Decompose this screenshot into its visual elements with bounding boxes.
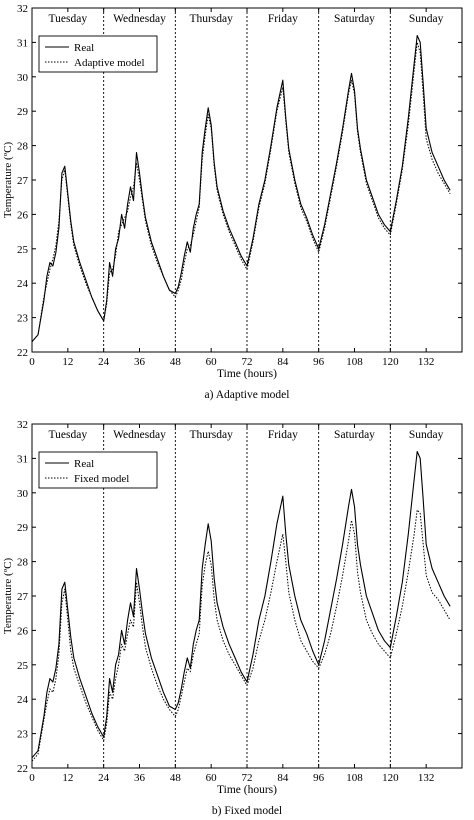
legend: Real Adaptive model [38, 35, 158, 73]
series-line-model [31, 41, 451, 343]
plot-frame [31, 423, 463, 769]
x-tick-label: 48 [170, 356, 182, 368]
legend-label: Fixed model [74, 473, 129, 485]
x-tick-label: 84 [277, 772, 289, 784]
y-tick-label: 31 [17, 453, 28, 465]
x-tick-label: 48 [170, 772, 182, 784]
panel-adaptive-model: Tuesday Wednesday Thursday Friday Saturday Su… [2, 3, 463, 401]
y-tick-label: 32 [17, 3, 28, 15]
day-label: Saturday [334, 13, 375, 25]
legend: Real Fixed model [38, 451, 158, 489]
y-tick-label: 23 [17, 313, 29, 325]
day-label: Sunday [409, 13, 444, 25]
y-tick-label: 25 [17, 244, 29, 256]
y-axis-label: Temperature (ºC) [2, 142, 14, 219]
x-tick-label: 60 [206, 772, 218, 784]
y-tick-label: 26 [17, 209, 29, 221]
legend-label: Adaptive model [74, 57, 145, 69]
x-axis-label: Time (hours) [217, 784, 277, 796]
plot-frame [31, 7, 463, 353]
legend-label: Real [74, 42, 94, 54]
x-tick-label: 36 [134, 356, 146, 368]
x-tick-label: 120 [382, 356, 399, 368]
x-axis-label: Time (hours) [217, 368, 277, 380]
x-tick-label: 60 [206, 356, 218, 368]
y-tick-label: 24 [17, 278, 29, 290]
legend-box [38, 35, 158, 73]
day-label: Friday [268, 13, 298, 25]
x-tick-label: 0 [29, 772, 35, 784]
x-tick-label: 120 [382, 772, 399, 784]
x-tick-label: 12 [62, 356, 73, 368]
y-tick-label: 28 [17, 557, 29, 569]
x-tick-label: 0 [29, 356, 35, 368]
figure-caption: b) Fixed model [212, 805, 282, 817]
y-tick-label: 22 [17, 347, 28, 359]
y-tick-label: 30 [17, 72, 29, 84]
day-label: Thursday [189, 13, 233, 25]
y-tick-label: 30 [17, 488, 29, 500]
day-label: Sunday [409, 429, 444, 441]
x-tick-label: 132 [418, 356, 435, 368]
x-tick-label: 108 [346, 356, 363, 368]
day-label: Wednesday [113, 13, 166, 25]
y-tick-label: 26 [17, 625, 29, 637]
day-label: Wednesday [113, 429, 166, 441]
y-tick-label: 27 [17, 591, 29, 603]
x-tick-label: 72 [242, 772, 253, 784]
day-label: Friday [268, 429, 298, 441]
x-tick-label: 72 [242, 356, 253, 368]
y-tick-label: 28 [17, 141, 29, 153]
x-tick-label: 108 [346, 772, 363, 784]
y-tick-label: 29 [17, 522, 29, 534]
y-tick-label: 27 [17, 175, 29, 187]
x-tick-label: 132 [418, 772, 435, 784]
x-tick-label: 24 [98, 772, 110, 784]
series-line-real [31, 34, 451, 343]
y-axis-label: Temperature (ºC) [2, 558, 14, 635]
day-label: Tuesday [49, 429, 88, 441]
y-tick-label: 22 [17, 763, 28, 775]
legend-label: Real [74, 458, 94, 470]
day-label: Tuesday [49, 13, 88, 25]
series-line-real [31, 450, 451, 759]
y-tick-label: 23 [17, 729, 29, 741]
x-tick-label: 96 [313, 772, 325, 784]
x-tick-label: 36 [134, 772, 146, 784]
day-label: Saturday [334, 429, 375, 441]
day-label: Thursday [189, 429, 233, 441]
x-tick-label: 96 [313, 356, 325, 368]
y-tick-label: 29 [17, 106, 29, 118]
legend-box [38, 451, 158, 489]
figure-caption: a) Adaptive model [205, 389, 290, 401]
y-tick-label: 25 [17, 660, 29, 672]
x-tick-label: 24 [98, 356, 110, 368]
x-tick-label: 84 [277, 356, 289, 368]
y-tick-label: 31 [17, 37, 28, 49]
y-tick-label: 24 [17, 694, 29, 706]
y-tick-label: 32 [17, 419, 28, 431]
series-line-model [31, 509, 451, 762]
x-tick-label: 12 [62, 772, 73, 784]
panel-fixed-model: Tuesday Wednesday Thursday Friday Saturday Su… [2, 419, 463, 817]
